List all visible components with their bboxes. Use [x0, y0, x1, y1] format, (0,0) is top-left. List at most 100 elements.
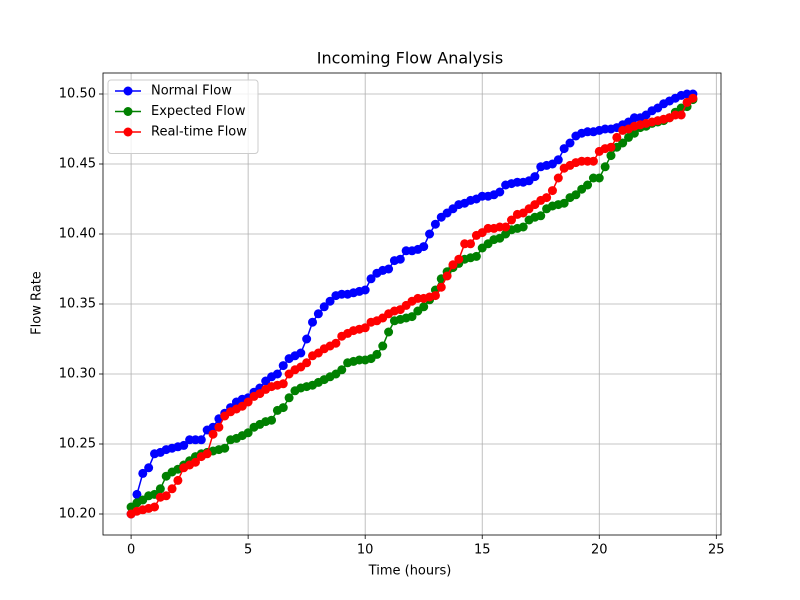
- data-point: [372, 349, 382, 359]
- data-point: [547, 186, 557, 196]
- data-point: [553, 173, 563, 183]
- data-point: [430, 291, 440, 301]
- legend-box: [107, 79, 259, 154]
- data-point: [179, 440, 189, 450]
- legend-marker: [123, 127, 133, 137]
- y-tick-label: 10.35: [59, 297, 96, 312]
- data-point: [196, 435, 206, 445]
- data-point: [202, 449, 212, 459]
- data-point: [518, 222, 528, 232]
- data-point: [220, 443, 230, 453]
- data-point: [278, 379, 288, 389]
- data-point: [331, 338, 341, 348]
- data-point: [378, 341, 388, 351]
- data-point: [594, 173, 604, 183]
- data-point: [384, 264, 394, 274]
- data-point: [243, 428, 253, 438]
- data-point: [542, 193, 552, 203]
- legend-marker: [123, 107, 133, 116]
- data-point: [138, 468, 148, 478]
- plot-frame: [102, 72, 722, 536]
- y-tick-label: 10.40: [59, 227, 96, 242]
- data-point: [272, 369, 282, 379]
- data-point: [588, 156, 598, 166]
- data-point: [606, 151, 616, 161]
- x-tick-label: 5: [244, 543, 252, 558]
- data-point: [190, 457, 200, 467]
- data-point: [495, 187, 505, 197]
- data-point: [571, 190, 581, 200]
- data-point: [278, 403, 288, 413]
- data-point: [419, 242, 429, 252]
- data-point: [466, 239, 476, 249]
- data-point: [155, 484, 165, 494]
- data-point: [553, 155, 563, 165]
- data-point: [559, 144, 569, 154]
- data-point: [559, 198, 569, 208]
- y-tick-label: 10.20: [59, 507, 96, 522]
- data-point: [501, 222, 511, 232]
- x-tick-label: 25: [708, 543, 725, 558]
- data-point: [278, 361, 288, 371]
- data-point: [150, 502, 159, 512]
- data-point: [132, 489, 142, 499]
- data-point: [208, 429, 218, 439]
- data-point: [337, 365, 347, 375]
- x-tick-label: 20: [591, 543, 608, 558]
- data-point: [243, 397, 253, 407]
- data-point: [688, 93, 698, 103]
- data-point: [606, 142, 616, 152]
- data-point: [436, 282, 446, 292]
- data-point: [600, 162, 610, 172]
- data-point: [296, 348, 306, 358]
- data-point: [442, 271, 452, 281]
- data-point: [448, 260, 458, 270]
- data-point: [530, 172, 540, 182]
- data-point: [308, 317, 318, 327]
- y-tick-label: 10.30: [59, 367, 96, 382]
- data-point: [430, 219, 440, 229]
- data-point: [583, 180, 593, 190]
- legend-label: Expected Flow: [151, 104, 246, 119]
- data-point: [407, 312, 417, 322]
- data-point: [366, 274, 376, 284]
- data-point: [395, 254, 405, 264]
- data-point: [419, 302, 429, 312]
- data-point: [384, 327, 394, 337]
- data-point: [173, 475, 183, 485]
- data-point: [214, 422, 224, 432]
- data-point: [425, 229, 435, 239]
- data-point: [454, 254, 464, 264]
- data-point: [618, 138, 628, 148]
- legend-label: Real-time Flow: [151, 125, 247, 140]
- legend-label: Normal Flow: [151, 84, 232, 99]
- data-point: [506, 215, 516, 225]
- y-tick-label: 10.50: [59, 87, 96, 102]
- data-point: [471, 251, 481, 261]
- legend-marker: [123, 86, 133, 96]
- data-point: [319, 302, 329, 312]
- x-tick-label: 15: [474, 543, 491, 558]
- data-point: [313, 309, 323, 319]
- x-axis-label: Time (hours): [368, 564, 452, 579]
- data-point: [676, 110, 686, 120]
- data-point: [267, 415, 277, 425]
- chart-title: Incoming Flow Analysis: [317, 49, 503, 68]
- y-axis-label: Flow Rate: [30, 271, 45, 335]
- data-point: [325, 296, 335, 306]
- data-point: [302, 334, 312, 344]
- x-tick-label: 10: [357, 543, 374, 558]
- data-point: [360, 323, 370, 333]
- data-point: [536, 211, 546, 221]
- data-point: [144, 463, 154, 473]
- x-tick-label: 0: [127, 543, 135, 558]
- data-point: [302, 358, 312, 368]
- data-point: [161, 491, 171, 501]
- y-tick-label: 10.45: [59, 157, 96, 172]
- data-point: [612, 132, 622, 142]
- data-point: [167, 484, 177, 494]
- y-tick-label: 10.25: [59, 437, 96, 452]
- data-point: [565, 138, 575, 148]
- data-point: [360, 285, 370, 295]
